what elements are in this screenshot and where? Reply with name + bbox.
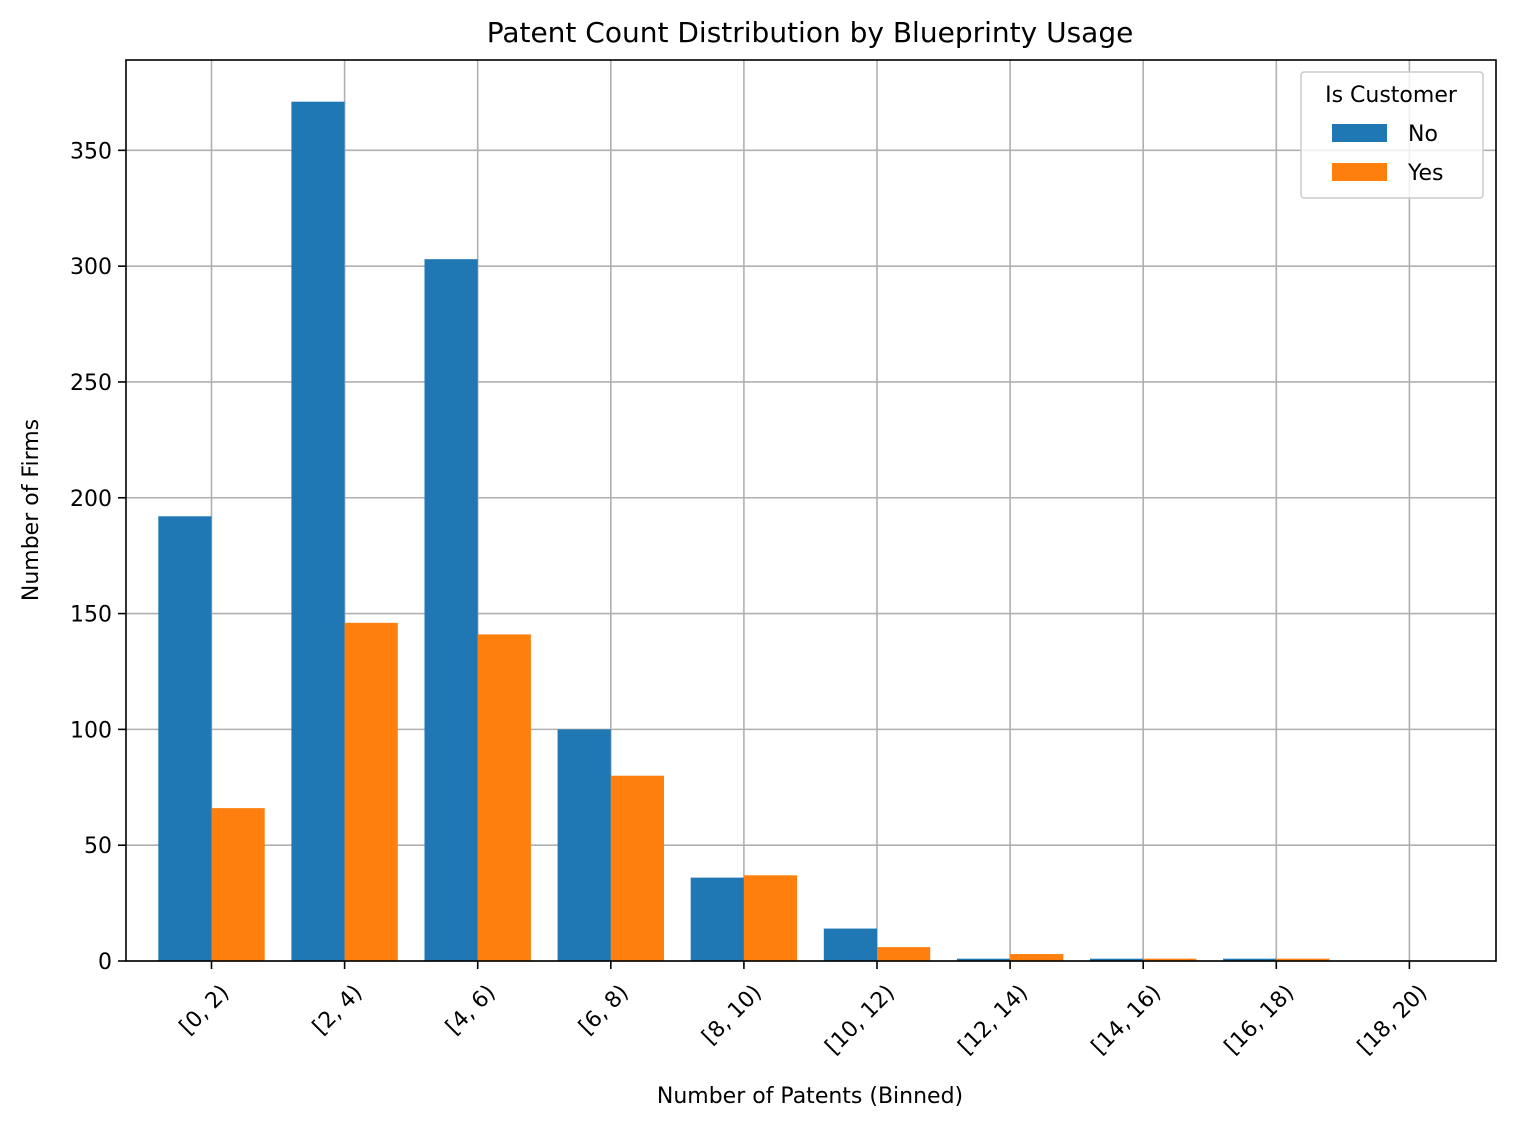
x-tick-label: [14, 16) — [1087, 980, 1166, 1059]
bar-no — [1090, 958, 1144, 961]
y-tick-label: 100 — [70, 718, 112, 743]
bar-no — [158, 516, 212, 961]
y-axis-label: Number of Firms — [19, 419, 44, 601]
bar-no — [1223, 958, 1277, 961]
x-tick-label: [6, 8) — [574, 980, 634, 1040]
y-tick-label: 50 — [84, 834, 112, 859]
x-tick-label: [10, 12) — [821, 980, 900, 1059]
bar-yes — [211, 808, 265, 961]
bar-no — [557, 729, 611, 961]
x-tick-label: [2, 4) — [308, 980, 368, 1040]
bar-yes — [1276, 958, 1330, 961]
bar-no — [291, 101, 345, 961]
y-tick-label: 200 — [70, 487, 112, 512]
x-axis-ticks: [0, 2) [2, 4) [4, 6) [6, 8) [8, 10) [10, 12) [… — [175, 961, 1432, 1060]
legend: Is Customer No Yes — [1300, 71, 1484, 199]
bar-yes — [610, 775, 664, 961]
x-tick-label: [0, 2) — [175, 980, 235, 1040]
grid-lines — [126, 60, 1496, 962]
bar-yes — [877, 947, 931, 961]
chart-title: Patent Count Distribution by Blueprinty … — [487, 16, 1134, 49]
y-tick-label: 350 — [70, 139, 112, 164]
bar-no — [424, 259, 478, 961]
x-tick-label: [12, 14) — [954, 980, 1033, 1059]
plot-frame — [125, 59, 1497, 962]
y-tick-label: 300 — [70, 255, 112, 280]
legend-label-no: No — [1408, 122, 1438, 147]
y-tick-label: 0 — [98, 950, 112, 975]
y-tick-label: 150 — [70, 603, 112, 628]
legend-title: Is Customer — [1325, 83, 1458, 108]
x-tick-label: [16, 18) — [1220, 980, 1299, 1059]
bars — [158, 101, 1330, 961]
bar-no — [823, 928, 877, 961]
bar-yes — [1010, 954, 1064, 961]
bar-yes — [344, 622, 398, 961]
legend-swatch-no — [1332, 124, 1387, 142]
x-axis-label: Number of Patents (Binned) — [657, 1084, 963, 1109]
bar-no — [690, 877, 744, 961]
bar-yes — [1143, 958, 1197, 961]
bar-yes — [477, 634, 531, 961]
legend-label-yes: Yes — [1407, 161, 1444, 186]
y-axis-ticks: 0 50 100 150 200 250 300 350 — [70, 139, 126, 975]
bar-no — [956, 958, 1011, 961]
bar-yes — [743, 875, 798, 961]
x-tick-label: [18, 20) — [1353, 980, 1432, 1059]
x-tick-label: [4, 6) — [441, 980, 501, 1040]
legend-swatch-yes — [1332, 163, 1387, 181]
x-tick-label: [8, 10) — [697, 980, 766, 1049]
y-tick-label: 250 — [70, 371, 112, 396]
